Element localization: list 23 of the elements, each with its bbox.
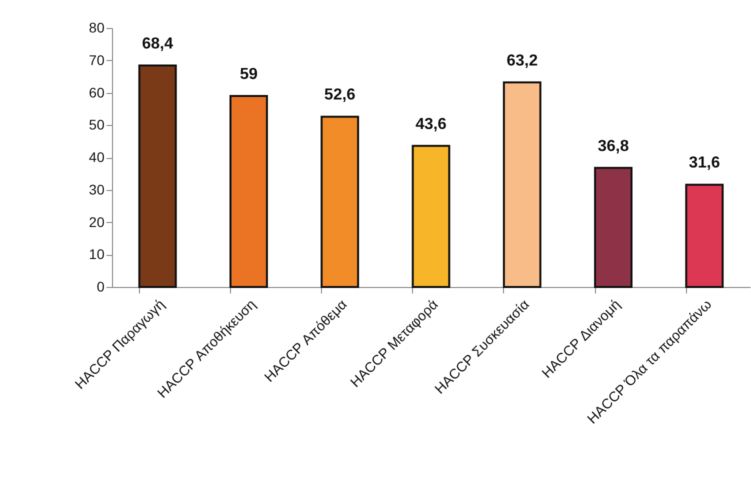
y-tick-label: 30 [88, 181, 105, 198]
y-tick-label: 70 [88, 52, 105, 68]
y-tick-label: 10 [88, 246, 105, 262]
data-label: 68,4 [142, 36, 174, 53]
data-label: 63,2 [506, 52, 538, 70]
bar [229, 94, 268, 288]
bar [502, 81, 542, 288]
data-label: 31,6 [688, 154, 720, 172]
data-label: 36,8 [598, 138, 629, 155]
data-label: 43,6 [415, 116, 447, 133]
bar [594, 166, 633, 288]
bar [138, 64, 177, 288]
data-label: 52,6 [324, 86, 356, 104]
y-tick-label: 20 [88, 214, 105, 230]
bar [412, 144, 450, 288]
y-tick-label: 50 [88, 116, 105, 133]
y-tick-label: 80 [88, 20, 105, 36]
y-tick-label: 60 [88, 84, 105, 100]
data-label: 59 [240, 66, 258, 83]
bar [320, 116, 360, 288]
y-tick-label: 40 [88, 149, 105, 165]
y-tick-label: 0 [96, 278, 105, 294]
bar [685, 184, 724, 288]
